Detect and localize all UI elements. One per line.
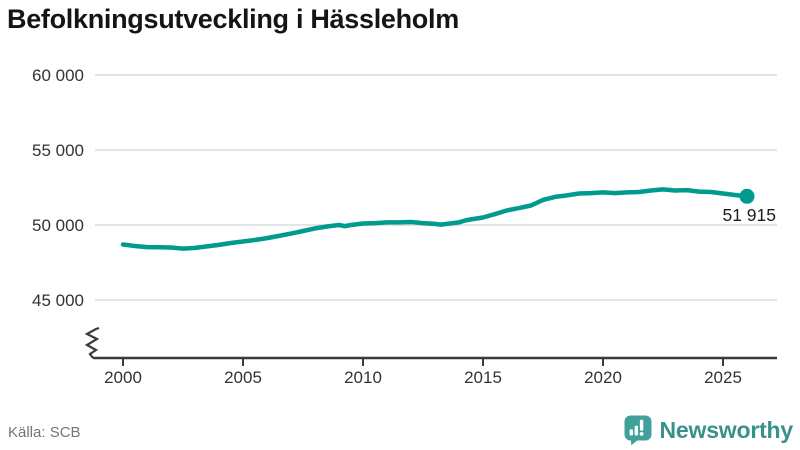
- y-tick-label: 60 000: [32, 66, 84, 85]
- x-tick-label: 2015: [464, 368, 502, 387]
- y-tick-label: 55 000: [32, 141, 84, 160]
- source-label: Källa: SCB: [8, 424, 81, 441]
- x-tick-label: 2025: [704, 368, 742, 387]
- population-series-line: [120, 187, 750, 251]
- x-tick-label: 2000: [104, 368, 142, 387]
- axis-break-icon: [84, 326, 100, 359]
- y-tick-label: 50 000: [32, 216, 84, 235]
- x-tick-label: 2010: [344, 368, 382, 387]
- population-line-chart: 60 000 55 000 50 000 45 000 2000 2005 2010 2015…: [32, 66, 777, 387]
- latest-value-label: 51 915: [722, 205, 776, 225]
- latest-value-marker: [739, 188, 755, 204]
- page-title: Befolkningsutveckling i Hässleholm: [7, 4, 459, 34]
- x-tick-label: 2005: [224, 368, 262, 387]
- brand-name: Newsworthy: [659, 417, 794, 443]
- bar-chart-speech-bubble-icon: [624, 415, 652, 446]
- newsworthy-logo[interactable]: Newsworthy: [624, 415, 793, 446]
- y-tick-label: 45 000: [32, 291, 84, 310]
- x-tick-label: 2020: [584, 368, 622, 387]
